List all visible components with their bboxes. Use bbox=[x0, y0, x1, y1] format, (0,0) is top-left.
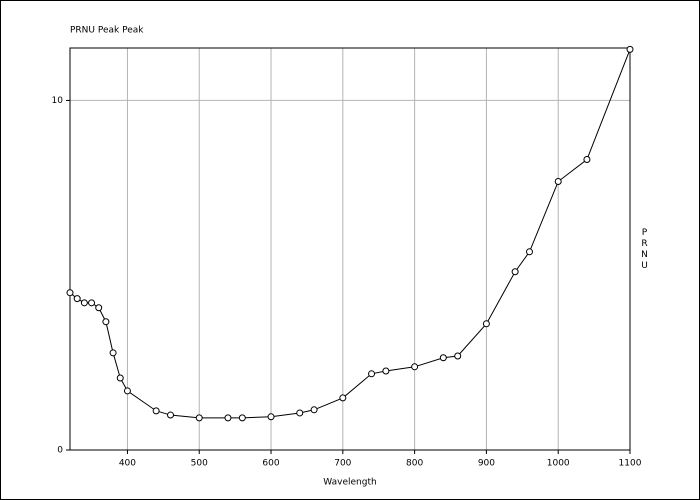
data-point bbox=[224, 414, 232, 422]
x-tick-label: 800 bbox=[406, 459, 423, 469]
data-point bbox=[238, 414, 246, 422]
y-axis-label: PRNU bbox=[640, 228, 650, 272]
y-tick-label: 0 bbox=[57, 446, 63, 456]
data-point bbox=[454, 352, 462, 360]
data-point bbox=[123, 387, 131, 395]
data-point bbox=[411, 363, 419, 371]
data-point bbox=[116, 374, 124, 382]
data-point bbox=[525, 248, 533, 256]
data-point bbox=[167, 411, 175, 419]
data-point bbox=[88, 299, 96, 307]
data-point bbox=[152, 407, 160, 415]
data-point bbox=[382, 367, 390, 375]
x-tick-label: 1100 bbox=[619, 459, 642, 469]
data-point bbox=[73, 295, 81, 303]
data-point bbox=[267, 413, 275, 421]
chart-title: PRNU Peak Peak bbox=[70, 26, 144, 36]
data-point bbox=[626, 45, 634, 53]
data-point bbox=[583, 156, 591, 164]
x-tick-label: 700 bbox=[334, 459, 351, 469]
data-point bbox=[66, 289, 74, 297]
data-point bbox=[109, 349, 117, 357]
x-axis-label: Wavelength bbox=[323, 478, 376, 488]
data-point bbox=[511, 268, 519, 276]
x-tick-label: 1000 bbox=[547, 459, 570, 469]
x-tick-label: 400 bbox=[119, 459, 136, 469]
x-tick-label: 900 bbox=[478, 459, 495, 469]
data-point bbox=[296, 409, 304, 417]
data-point bbox=[95, 304, 103, 312]
data-point bbox=[339, 394, 347, 402]
data-point bbox=[310, 406, 318, 414]
data-point bbox=[368, 370, 376, 378]
data-point bbox=[80, 299, 88, 307]
x-tick-label: 500 bbox=[191, 459, 208, 469]
x-tick-label: 600 bbox=[262, 459, 279, 469]
plot-frame bbox=[69, 47, 631, 451]
data-point bbox=[554, 178, 562, 186]
data-point bbox=[102, 318, 110, 326]
y-tick-label: 10 bbox=[52, 96, 64, 106]
data-point bbox=[195, 414, 203, 422]
data-point bbox=[439, 354, 447, 362]
data-point bbox=[482, 320, 490, 328]
